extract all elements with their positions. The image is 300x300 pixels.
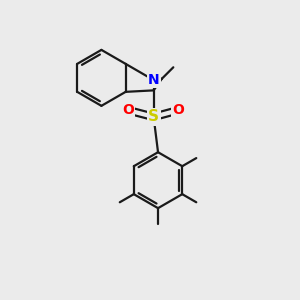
- Text: N: N: [148, 73, 159, 87]
- Text: O: O: [172, 103, 184, 117]
- Text: O: O: [123, 103, 134, 117]
- Text: S: S: [148, 110, 159, 124]
